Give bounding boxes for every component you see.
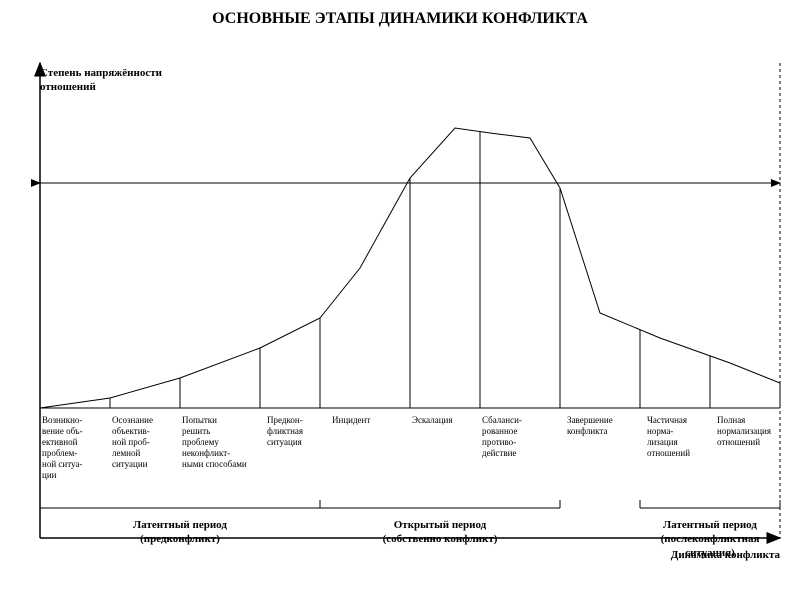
chart-title: ОСНОВНЫЕ ЭТАПЫ ДИНАМИКИ КОНФЛИКТА: [10, 10, 790, 28]
stage-label: проблему: [182, 437, 219, 447]
chart-area: Степень напряжённости отношений Возникно-в…: [10, 38, 790, 578]
stage-label: Эскалация: [412, 415, 453, 425]
stage-label: отношений: [647, 448, 690, 458]
stage-label: Предкон-: [267, 415, 303, 425]
stage-label: Инцидент: [332, 415, 370, 425]
period-label: Латентный период: [133, 519, 227, 531]
period-label: (послеконфликтная: [661, 533, 760, 545]
stage-label: ситуация: [267, 437, 302, 447]
stage-label: Полная: [717, 415, 745, 425]
conflict-dynamics-chart: Степень напряжённости отношений Возникно-в…: [10, 38, 790, 578]
stage-label: решить: [182, 426, 210, 436]
period-label: (собственно конфликт): [383, 533, 498, 545]
period-label: Открытый период: [394, 519, 487, 531]
stage-label: Возникно-: [42, 415, 82, 425]
stage-label: ной ситуа-: [42, 459, 82, 469]
stage-label: лемной: [112, 448, 140, 458]
stage-label: неконфликт-: [182, 448, 230, 458]
stage-label: Осознание: [112, 415, 153, 425]
stage-label: ной проб-: [112, 437, 150, 447]
stage-label: ективной: [42, 437, 78, 447]
stage-label: ситуации: [112, 459, 148, 469]
stage-label: конфликта: [567, 426, 607, 436]
period-label: Латентный период: [663, 519, 757, 531]
stage-label: Попытки: [182, 415, 217, 425]
stage-label: фликтная: [267, 426, 303, 436]
stage-label: отношений: [717, 437, 760, 447]
stage-label: ными способами: [182, 459, 247, 469]
stage-label: Частичная: [647, 415, 687, 425]
stage-label: противо-: [482, 437, 516, 447]
stage-label: действие: [482, 448, 516, 458]
stage-label: Завершение: [567, 415, 613, 425]
y-axis-label-2: отношений: [40, 81, 96, 93]
stage-label: проблем-: [42, 448, 77, 458]
stage-label: вение объ-: [42, 426, 83, 436]
stage-label: рованное: [482, 426, 517, 436]
stage-label: ции: [42, 470, 57, 480]
stage-label: Сбаланси-: [482, 415, 522, 425]
stage-label: объектив-: [112, 426, 150, 436]
stage-label: нормализация: [717, 426, 771, 436]
x-axis-label: Динамика конфликта: [671, 549, 781, 561]
y-axis-label: Степень напряжённости: [40, 67, 163, 79]
stage-label: лизация: [647, 437, 678, 447]
stage-label: норма-: [647, 426, 673, 436]
period-label: (предконфликт): [140, 533, 220, 545]
